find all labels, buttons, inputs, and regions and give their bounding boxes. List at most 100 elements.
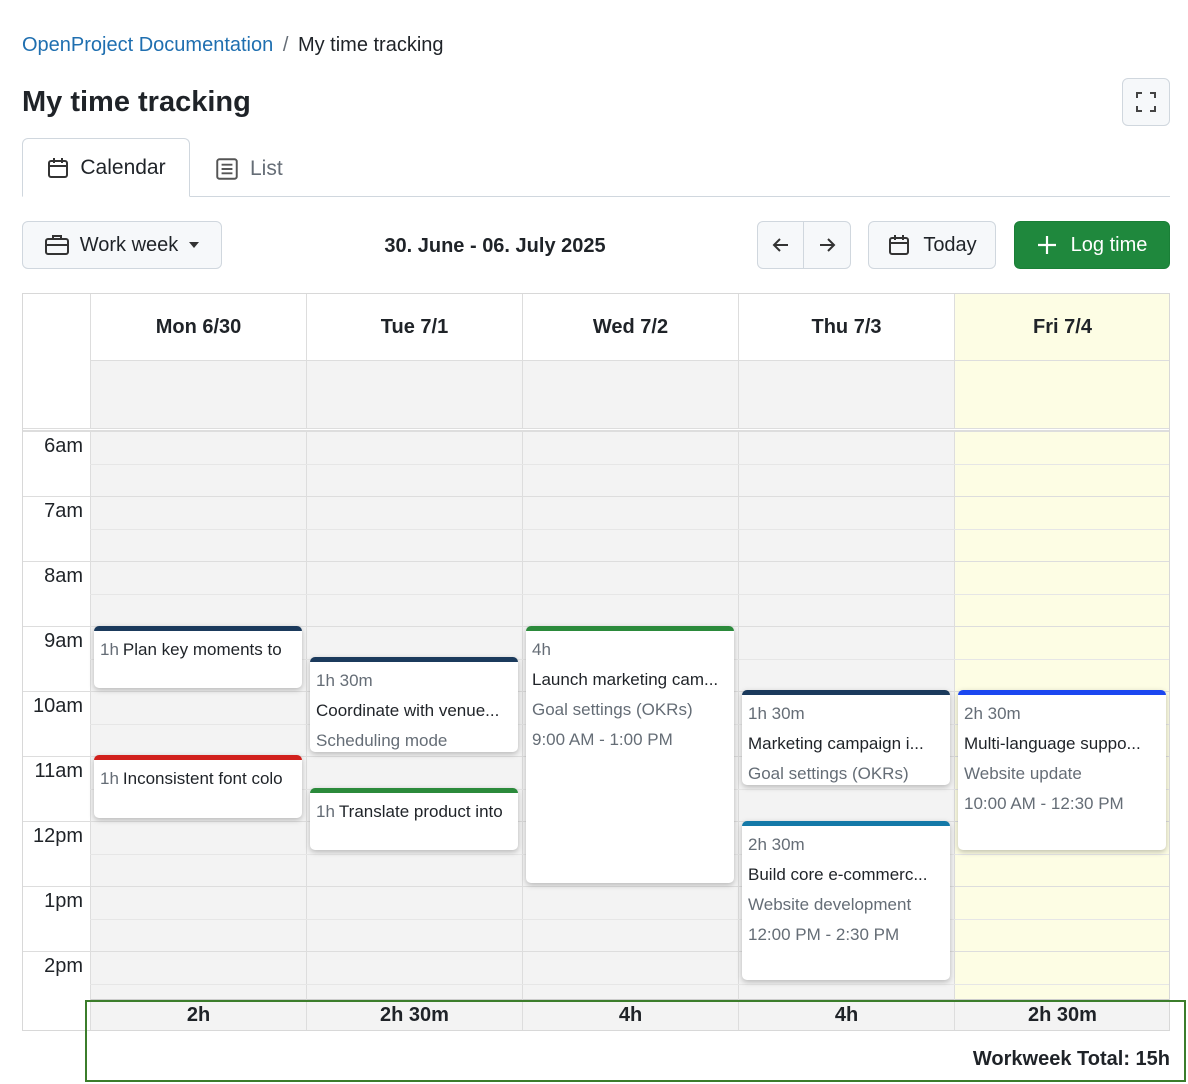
- breadcrumb: OpenProject Documentation / My time trac…: [22, 34, 444, 57]
- half-hour-line: [90, 528, 1169, 530]
- entry-title: Plan key moments to: [122, 640, 282, 659]
- hour-label: 1pm: [44, 890, 83, 912]
- time-entry[interactable]: 1h Translate product into: [310, 788, 518, 850]
- view-select[interactable]: Work week: [22, 221, 222, 269]
- entry-row: 1h Plan key moments to: [100, 635, 296, 665]
- day-total: 2h 30m: [306, 999, 522, 1030]
- entry-duration: 4h: [532, 640, 551, 659]
- tab-divider: [22, 196, 1170, 197]
- entry-row: 1h Translate product into: [316, 797, 512, 827]
- totals-highlight: [85, 1000, 1186, 1082]
- all-day-cell: [306, 361, 522, 428]
- next-button[interactable]: [803, 221, 851, 269]
- breadcrumb-separator: /: [282, 34, 289, 56]
- time-entry[interactable]: 1h 30m Coordinate with venue... Scheduling…: [310, 657, 518, 752]
- list-icon: [216, 158, 238, 180]
- entry-duration: 1h: [316, 802, 335, 821]
- time-entry[interactable]: 1h Plan key moments to: [94, 626, 302, 688]
- entry-time: 12:00 PM - 2:30 PM: [748, 925, 900, 944]
- half-hour-line: [90, 983, 1169, 985]
- entry-title: Multi-language suppo...: [964, 734, 1141, 753]
- calendar-icon: [48, 157, 69, 178]
- workweek-total: Workweek Total: 15h: [972, 1048, 1170, 1070]
- entry-duration: 1h 30m: [748, 704, 805, 723]
- hour-label: 9am: [44, 630, 83, 652]
- arrow-right-icon: [820, 238, 836, 252]
- arrow-left-icon: [772, 238, 788, 252]
- plus-icon: [1037, 236, 1056, 254]
- time-entry[interactable]: 1h Inconsistent font colo: [94, 755, 302, 818]
- today-button[interactable]: Today: [868, 221, 996, 269]
- day-total: 2h 30m: [954, 999, 1169, 1030]
- entry-title: Build core e-commerc...: [748, 865, 928, 884]
- fullscreen-icon: [1136, 92, 1156, 112]
- caret-icon: [189, 242, 200, 248]
- hour-line: [23, 951, 1169, 952]
- all-day-cell: [522, 361, 738, 428]
- day-column: [90, 431, 306, 999]
- log-time-button[interactable]: Log time: [1014, 221, 1170, 269]
- day-header: Mon 6/30: [90, 294, 306, 361]
- entry-title: Coordinate with venue...: [316, 701, 500, 720]
- all-day-cell: [90, 361, 306, 428]
- entry-duration: 1h: [100, 640, 119, 659]
- all-day-cell: [738, 361, 954, 428]
- entry-title: Translate product into: [338, 802, 503, 821]
- hour-label: 8am: [44, 565, 83, 587]
- page-title: My time tracking: [22, 86, 251, 118]
- briefcase-icon: [44, 235, 69, 255]
- time-entry[interactable]: 4h Launch marketing cam... Goal settings (…: [526, 626, 734, 883]
- breadcrumb-link[interactable]: OpenProject Documentation: [22, 34, 274, 56]
- hour-label: 10am: [32, 695, 83, 717]
- day-header: Wed 7/2: [522, 294, 738, 361]
- entry-subtitle: Website development: [748, 895, 912, 914]
- day-total: 2h: [90, 999, 306, 1030]
- time-entry[interactable]: 2h 30m Multi-language suppo... Website upd…: [958, 690, 1166, 850]
- entry-subtitle: Goal settings (OKRs): [748, 764, 909, 783]
- entry-duration: 1h 30m: [316, 671, 373, 690]
- calendar-grid: Mon 6/30 2h Tue 7/1 2h 30m Wed 7/2 4h Thu 7/3 4…: [22, 293, 1170, 1031]
- hour-line: [23, 431, 1169, 432]
- entry-subtitle: Website update: [964, 764, 1082, 783]
- day-header: Fri 7/4: [954, 294, 1169, 361]
- prev-button[interactable]: [757, 221, 804, 269]
- day-header: Thu 7/3: [738, 294, 954, 361]
- tab-label: Calendar: [80, 155, 166, 179]
- half-hour-line: [90, 593, 1169, 595]
- entry-duration: 2h 30m: [748, 835, 805, 854]
- tab-calendar[interactable]: Calendar: [22, 138, 190, 197]
- entry-time: 10:00 AM - 12:30 PM: [964, 794, 1124, 813]
- day-total: 4h: [738, 999, 954, 1030]
- all-day-cell: [954, 361, 1169, 428]
- hour-label: 7am: [44, 500, 83, 522]
- entry-duration: 1h: [100, 769, 119, 788]
- tab-label: List: [250, 157, 283, 180]
- entry-title: Marketing campaign i...: [748, 734, 924, 753]
- tab-list[interactable]: List: [214, 156, 283, 182]
- entry-row: 1h Inconsistent font colo: [100, 764, 296, 794]
- time-entry[interactable]: 1h 30m Marketing campaign i... Goal settin…: [742, 690, 950, 785]
- entry-time: 9:00 AM - 1:00 PM: [532, 730, 673, 749]
- time-entry[interactable]: 2h 30m Build core e-commerc... Website dev…: [742, 821, 950, 980]
- view-label: Work week: [79, 233, 179, 256]
- fullscreen-button[interactable]: [1122, 78, 1170, 126]
- today-label: Today: [923, 233, 977, 256]
- breadcrumb-current: My time tracking: [297, 34, 444, 56]
- hour-line: [23, 561, 1169, 562]
- half-hour-line: [90, 463, 1169, 465]
- day-total: 4h: [522, 999, 738, 1030]
- all-day-divider: [23, 428, 1169, 431]
- half-hour-line: [90, 918, 1169, 920]
- day-header: Tue 7/1: [306, 294, 522, 361]
- hour-line: [23, 886, 1169, 887]
- entry-title: Launch marketing cam...: [532, 670, 719, 689]
- entry-title: Inconsistent font colo: [122, 769, 283, 788]
- hour-label: 11am: [34, 760, 83, 782]
- date-range: 30. June - 06. July 2025: [384, 235, 606, 257]
- hour-label: 12pm: [32, 825, 83, 847]
- hour-line: [23, 496, 1169, 497]
- hour-label: 2pm: [44, 955, 83, 977]
- calendar-icon: [889, 235, 910, 255]
- entry-subtitle: Scheduling mode: [316, 731, 448, 750]
